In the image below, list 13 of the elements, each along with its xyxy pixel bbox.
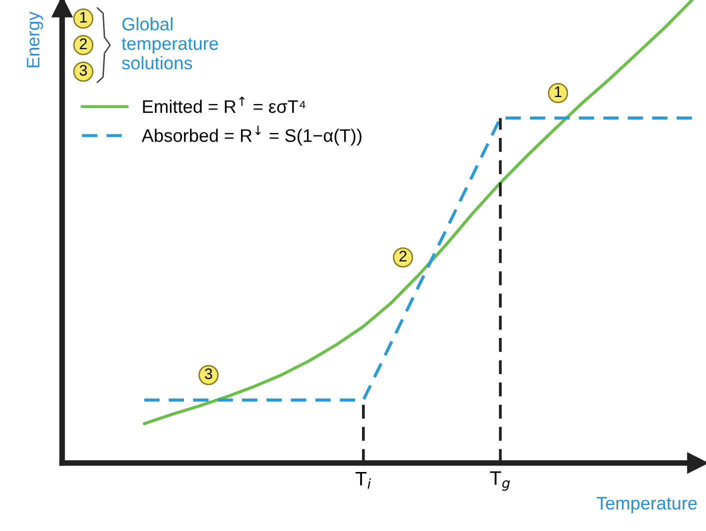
legend-label: Emitted = R$^{↑}$ = εσT⁴ [143,96,306,114]
x-axis-title: Temperature [596,497,697,514]
x-tick-label: T$_{g}$ [490,471,510,491]
x-tick-label: T$_{i}$ [356,472,371,489]
annotation: 2 [400,250,406,262]
annotation: 3 [204,368,212,380]
annotation: 1 [554,86,562,98]
text: 3 [80,64,87,76]
annotation: Global temperature solutions [122,17,218,70]
text: 2 [80,38,87,50]
legend-label: Absorbed = R$^{↓}$ = S(1−α(T)) [142,126,362,146]
y-axis-title: Energy [26,12,44,68]
text: 1 [80,12,87,23]
